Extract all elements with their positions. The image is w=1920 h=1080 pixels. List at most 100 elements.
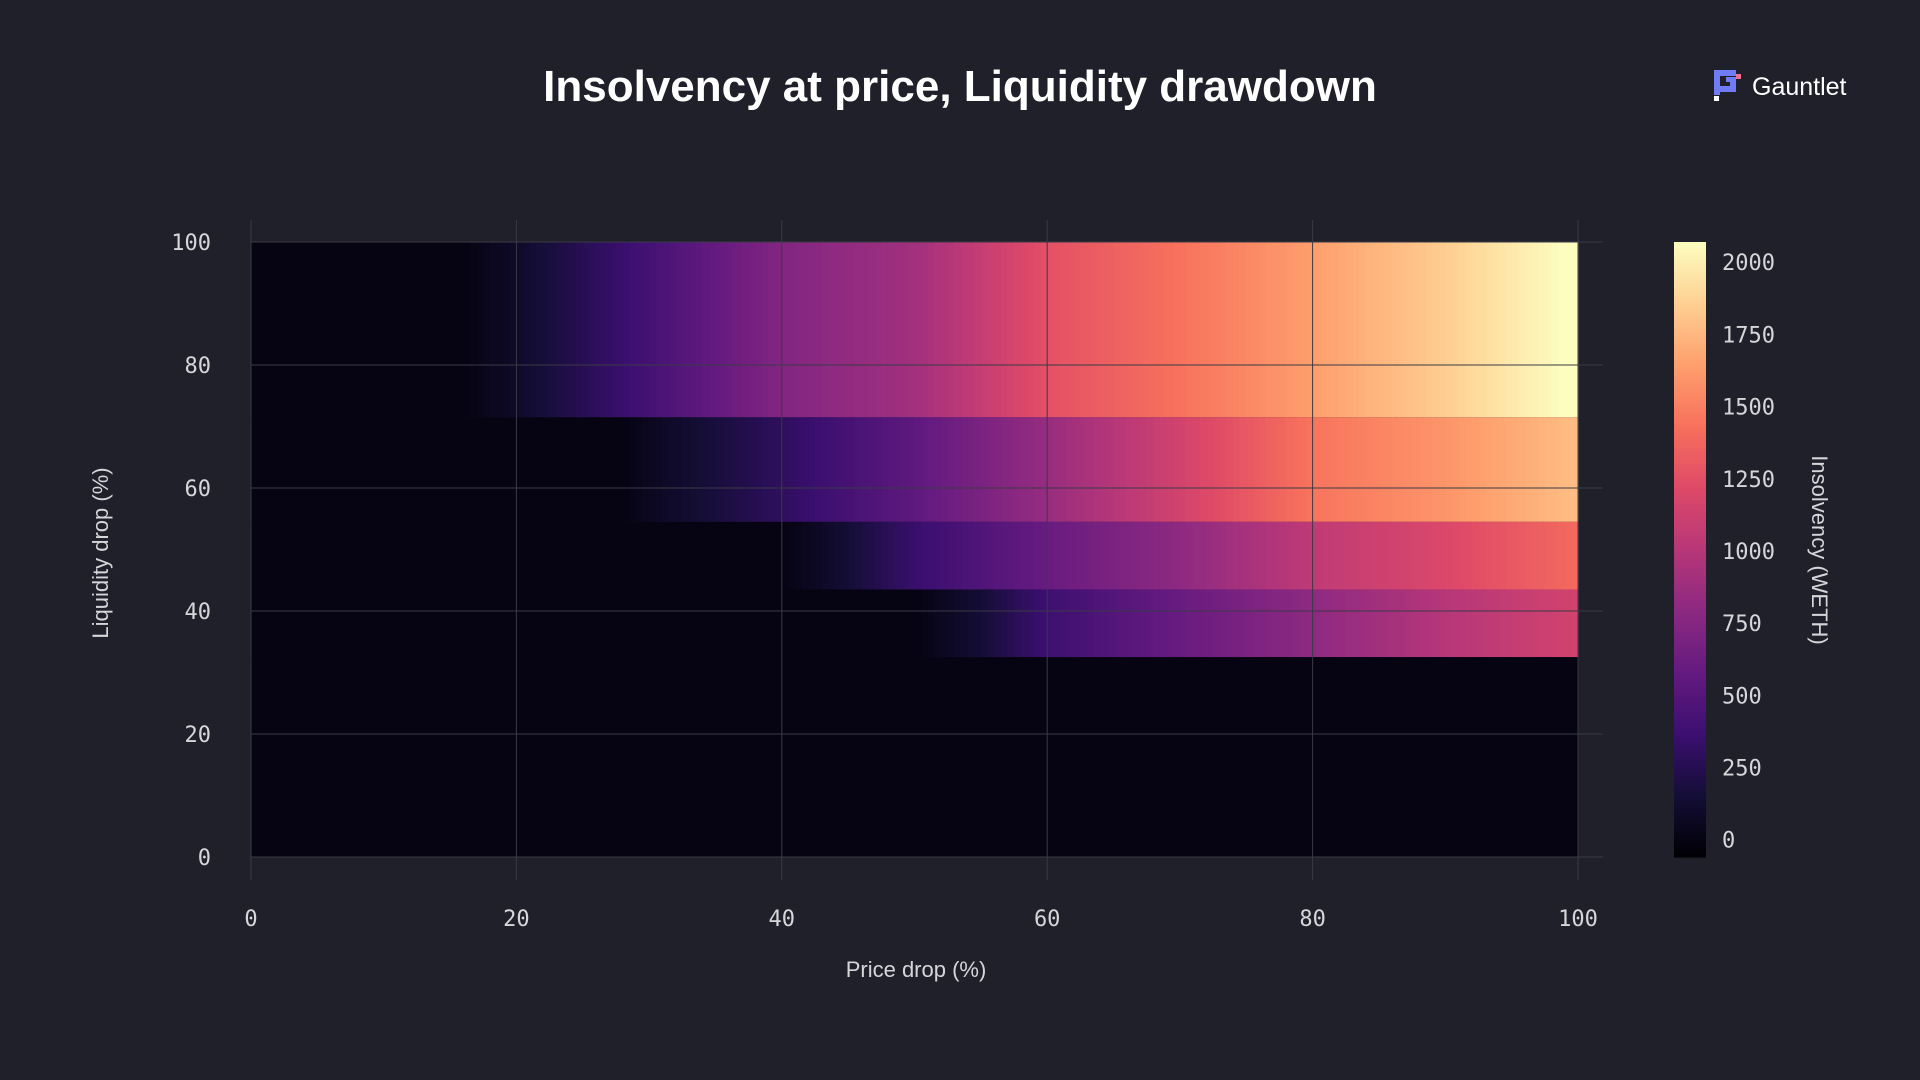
- heatmap-cell: [1186, 521, 1194, 590]
- heatmap-cell: [1133, 417, 1141, 522]
- heatmap-cell: [284, 417, 292, 522]
- heatmap-cell: [788, 589, 796, 658]
- colorbar-segment: [1674, 374, 1706, 378]
- heatmap-cell: [1345, 417, 1354, 522]
- heatmap-cell: [1465, 657, 1473, 857]
- heatmap-cell: [781, 417, 790, 522]
- heatmap-cell: [390, 521, 398, 590]
- heatmap-cell: [1451, 657, 1460, 857]
- colorbar-segment: [1674, 681, 1706, 686]
- heatmap-cell: [1538, 657, 1546, 857]
- heatmap-cell: [463, 417, 471, 522]
- heatmap-cell: [1252, 589, 1261, 658]
- heatmap-cell: [463, 242, 471, 418]
- heatmap-cell: [602, 521, 610, 590]
- heatmap-cell: [1491, 417, 1499, 522]
- colorbar-segment: [1674, 294, 1706, 298]
- colorbar-segment: [1674, 749, 1706, 754]
- heatmap-cell: [469, 657, 478, 857]
- heatmap-cell: [450, 242, 458, 418]
- heatmap-cell: [642, 657, 650, 857]
- heatmap-cells: [251, 242, 1579, 857]
- heatmap-cell: [1412, 589, 1420, 658]
- heatmap-cell: [264, 657, 272, 857]
- heatmap-cell: [1398, 417, 1407, 522]
- heatmap-cell: [1432, 242, 1440, 418]
- colorbar-segment: [1674, 740, 1706, 744]
- heatmap-cell: [1252, 417, 1261, 522]
- heatmap-cell: [496, 657, 504, 857]
- heatmap-cell: [914, 521, 922, 590]
- heatmap-cell: [702, 417, 710, 522]
- heatmap-cell: [1153, 589, 1161, 658]
- heatmap-cell: [1458, 521, 1466, 590]
- heatmap-cell: [1206, 242, 1214, 418]
- colorbar-segment: [1674, 398, 1706, 403]
- heatmap-cell: [954, 521, 962, 590]
- heatmap-cell: [536, 417, 544, 522]
- heatmap-cell: [1219, 589, 1227, 658]
- heatmap-cell: [1272, 657, 1281, 857]
- heatmap-cell: [277, 417, 285, 522]
- colorbar-segment: [1674, 826, 1706, 830]
- heatmap-cell: [1558, 417, 1566, 522]
- heatmap-cell: [1325, 521, 1334, 590]
- heatmap-cell: [410, 521, 418, 590]
- heatmap-cell: [536, 657, 544, 857]
- colorbar-segment: [1674, 417, 1706, 421]
- heatmap-cell: [934, 242, 942, 418]
- heatmap-cell: [1047, 589, 1055, 658]
- heatmap-cell: [383, 589, 391, 658]
- heatmap-cell: [1505, 521, 1513, 590]
- heatmap-cell: [1524, 417, 1533, 522]
- colorbar-segment: [1674, 275, 1706, 280]
- colorbar-segment: [1674, 844, 1706, 849]
- heatmap-cell: [456, 417, 464, 522]
- heatmap-cell: [1146, 417, 1154, 522]
- heatmap-cell: [1067, 242, 1075, 418]
- heatmap-cell: [1093, 417, 1101, 522]
- heatmap-cell: [436, 242, 445, 418]
- heatmap-cell: [1471, 417, 1480, 522]
- heatmap-cell: [1179, 242, 1188, 418]
- colorbar-segment: [1674, 632, 1706, 637]
- heatmap-cell: [814, 589, 823, 658]
- heatmap-cell: [1133, 589, 1141, 658]
- heatmap-cell: [562, 242, 571, 418]
- heatmap-cell: [1544, 242, 1553, 418]
- heatmap-cell: [1093, 589, 1101, 658]
- heatmap-cell: [1405, 242, 1413, 418]
- heatmap-cell: [1378, 521, 1387, 590]
- heatmap-cell: [476, 242, 484, 418]
- heatmap-cell: [921, 657, 929, 857]
- heatmap-cell: [390, 242, 398, 418]
- heatmap-cell: [662, 589, 670, 658]
- heatmap-cell: [1511, 521, 1519, 590]
- heatmap-cell: [688, 242, 697, 418]
- colorbar-segment: [1674, 484, 1706, 489]
- heatmap-cell: [1153, 417, 1161, 522]
- heatmap-cell: [1020, 521, 1028, 590]
- colorbar-segment: [1674, 448, 1706, 452]
- heatmap-cell: [1266, 242, 1274, 418]
- heatmap-cell: [456, 521, 464, 590]
- colorbar-segment: [1674, 641, 1706, 646]
- heatmap-cell: [523, 657, 531, 857]
- heatmap-cell: [1213, 417, 1221, 522]
- heatmap-cell: [1007, 521, 1015, 590]
- colorbar-tick-label: 2000: [1722, 251, 1775, 276]
- heatmap-cell: [277, 242, 285, 418]
- heatmap-cell: [542, 417, 551, 522]
- heatmap-cell: [1332, 417, 1340, 522]
- heatmap-cell: [1471, 242, 1480, 418]
- heatmap-cell: [1445, 242, 1453, 418]
- colorbar-segment: [1674, 534, 1706, 538]
- heatmap-cell: [489, 657, 498, 857]
- heatmap-cell: [1538, 417, 1546, 522]
- heatmap-cell: [728, 242, 736, 418]
- heatmap-cell: [1120, 521, 1128, 590]
- heatmap-cell: [861, 521, 869, 590]
- heatmap-cell: [304, 657, 312, 857]
- heatmap-cell: [1505, 657, 1513, 857]
- heatmap-cell: [1312, 417, 1320, 522]
